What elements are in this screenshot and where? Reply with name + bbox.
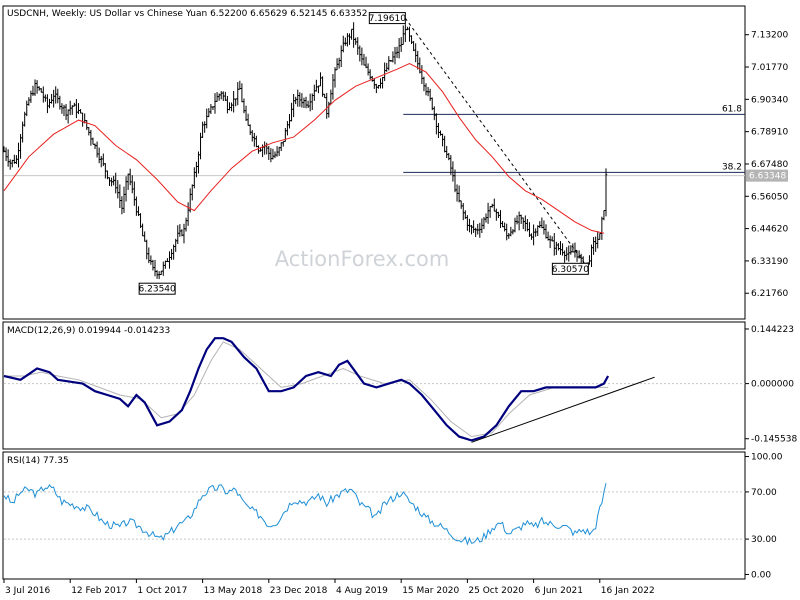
low-6-23540-label: 6.23540 (139, 285, 176, 295)
rsi-panel-frame (2, 451, 746, 580)
time-axis-label: 13 May 2018 (204, 586, 263, 596)
time-axis-label: 6 Jun 2021 (535, 586, 583, 596)
low-6-23540-label-box (138, 282, 176, 295)
macd-panel (3, 337, 745, 443)
high-7-19610-label-box (368, 12, 406, 25)
rsi-panel-label: RSI(14) 77.35 (7, 456, 69, 466)
price-axis-label: 6.90340 (751, 95, 788, 105)
panel-frames (2, 5, 746, 580)
moving-average-line (3, 62, 605, 234)
macd-trendline (471, 376, 655, 443)
macd-axis-label: 0.144223 (751, 325, 794, 335)
price-axis-label: 6.33190 (751, 257, 788, 267)
time-axis-label: 12 Feb 2017 (71, 586, 127, 596)
current-price-tag (746, 169, 788, 182)
price-panel: 61.8 38.2 7.19610 6.23540 6.30570 (2, 12, 745, 295)
price-axis-label: 6.67480 (751, 160, 788, 170)
rsi-axis-label: 30.00 (751, 535, 777, 545)
fib-38-2-label: 38.2 (722, 162, 742, 172)
price-panel-frame (2, 5, 746, 320)
low-6-30570-label-box (551, 262, 589, 275)
rsi-axis-label: 70.00 (751, 488, 777, 498)
price-axis-label: 6.56050 (751, 192, 788, 202)
rsi-axis-label: 0.00 (751, 570, 771, 580)
fib-61-8-label: 61.8 (722, 104, 742, 114)
macd-panel-frame (2, 321, 746, 450)
rsi-panel (3, 483, 745, 546)
time-axis-label: 3 Jul 2016 (5, 586, 50, 596)
time-axis-label: 15 Mar 2020 (402, 586, 459, 596)
time-axis-label: 4 Aug 2019 (336, 586, 388, 596)
time-axis-label: 23 Dec 2018 (270, 586, 328, 596)
price-axis-label: 6.44620 (751, 225, 788, 235)
macd-signal-line (4, 341, 609, 438)
price-axis-label: 7.13200 (751, 31, 788, 41)
high-7-19610-label: 7.19610 (369, 14, 406, 24)
macd-axis-label: 0.000000 (751, 380, 794, 390)
macd-axis-label: -0.145538 (751, 435, 797, 445)
macd-panel-label: MACD(12,26,9) 0.019944 -0.014233 (7, 326, 170, 336)
price-axis-label: 7.01770 (751, 63, 788, 73)
rsi-axis-label: 100.00 (751, 453, 783, 463)
watermark: ActionForex.com (275, 247, 450, 271)
time-axis-label: 1 Oct 2017 (137, 586, 187, 596)
macd-main-line (3, 337, 610, 442)
price-axis-label: 6.78910 (751, 128, 788, 138)
low-6-30570-label: 6.30570 (552, 265, 589, 275)
axes: 7.13200 7.01770 6.90340 6.78910 6.67480 6.560… (3, 31, 797, 596)
current-price-label: 6.63348 (749, 172, 786, 182)
price-bars (2, 22, 608, 280)
price-panel-title: USDCNH, Weekly: US Dollar vs Chinese Yua… (7, 9, 368, 19)
rsi-line (3, 483, 607, 546)
price-axis-label: 6.21760 (751, 289, 788, 299)
time-axis-label: 16 Jan 2022 (601, 586, 655, 596)
time-axis-label: 25 Oct 2020 (468, 586, 524, 596)
